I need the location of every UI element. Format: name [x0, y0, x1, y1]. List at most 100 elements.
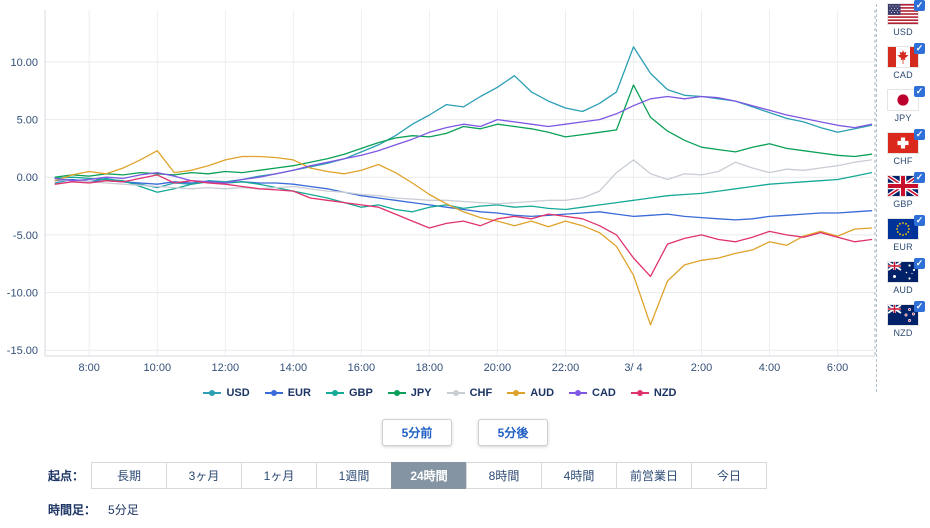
jpy-flag-icon — [888, 90, 918, 110]
currency-code-label: JPY — [894, 113, 912, 123]
chart-legend: USD EUR GBP JPY CHF AUD CAD NZD — [0, 387, 880, 399]
legend-item-jpy[interactable]: JPY — [387, 387, 432, 399]
currency-toggle-aud[interactable]: ✓ AUD — [888, 258, 925, 295]
legend-item-usd[interactable]: USD — [203, 387, 250, 399]
gbp-checkbox[interactable]: ✓ — [914, 172, 925, 183]
series-line-eur — [54, 178, 873, 221]
legend-item-chf[interactable]: CHF — [446, 387, 493, 399]
period-option-previous-business-day[interactable]: 前営業日 — [616, 462, 693, 489]
x-axis-label: 14:00 — [280, 362, 308, 374]
aud-flag-icon — [888, 262, 918, 282]
legend-marker-icon — [507, 389, 526, 397]
currency-toggle-jpy[interactable]: ✓ JPY — [888, 86, 925, 123]
legend-item-aud[interactable]: AUD — [507, 387, 554, 399]
legend-marker-icon — [387, 389, 406, 397]
cad-checkbox[interactable]: ✓ — [914, 43, 925, 54]
currency-code-label: AUD — [893, 285, 913, 295]
legend-item-gbp[interactable]: GBP — [325, 387, 373, 399]
timeframe-value: 5分足 — [108, 503, 139, 517]
legend-label: USD — [226, 387, 250, 399]
nzd-checkbox[interactable]: ✓ — [914, 301, 925, 312]
currency-toggle-gbp[interactable]: ✓ GBP — [888, 172, 925, 209]
legend-item-cad[interactable]: CAD — [569, 387, 616, 399]
sidebar-divider — [876, 4, 877, 392]
currency-toggle-usd[interactable]: ✓ USD — [888, 0, 925, 37]
series-line-gbp — [54, 171, 873, 213]
currency-strength-chart[interactable]: 10.00 5.00 0.00 -5.00 -10.00 -15.00 8:00 10:00 1… — [0, 0, 880, 378]
x-axis-label: 6:00 — [827, 362, 848, 374]
legend-marker-icon — [630, 389, 649, 397]
x-axis-label: 8:00 — [78, 362, 99, 374]
legend-label: JPY — [410, 387, 432, 399]
jpy-checkbox[interactable]: ✓ — [914, 86, 925, 97]
legend-label: EUR — [287, 387, 311, 399]
nzd-flag-icon — [888, 305, 918, 325]
currency-code-label: NZD — [893, 328, 913, 338]
period-option-8-hours[interactable]: 8時間 — [466, 462, 543, 489]
x-axis-label: 3/ 4 — [624, 362, 642, 374]
currency-sidebar: ✓ USD ✓ CAD ✓ — [878, 0, 928, 348]
currency-toggle-eur[interactable]: ✓ EUR — [888, 215, 925, 252]
step-back-button[interactable]: 5分前 — [382, 419, 452, 446]
step-forward-button[interactable]: 5分後 — [478, 419, 548, 446]
legend-item-eur[interactable]: EUR — [264, 387, 311, 399]
legend-label: GBP — [348, 387, 373, 399]
x-axis-label: 20:00 — [484, 362, 512, 374]
aud-checkbox[interactable]: ✓ — [914, 258, 925, 269]
series-line-cad — [54, 95, 873, 184]
timeframe-label: 時間足： — [48, 503, 97, 517]
period-option-24-hours[interactable]: 24時間 — [391, 462, 468, 489]
legend-marker-icon — [569, 389, 588, 397]
y-axis-label: -5.00 — [13, 230, 38, 242]
gbp-flag-icon — [888, 176, 918, 196]
timeframe-row: 時間足： 5分足 — [48, 501, 139, 518]
currency-toggle-cad[interactable]: ✓ CAD — [888, 43, 925, 80]
y-axis-label: -10.00 — [7, 288, 38, 300]
series-line-jpy — [54, 84, 873, 178]
period-option-1-week[interactable]: 1週間 — [316, 462, 393, 489]
y-axis-label: -15.00 — [7, 345, 38, 357]
legend-marker-icon — [446, 389, 465, 397]
eur-flag-icon — [888, 219, 918, 239]
currency-code-label: CHF — [893, 156, 913, 166]
series-line-nzd — [54, 174, 873, 278]
x-axis-label: 12:00 — [212, 362, 240, 374]
x-axis-label: 2:00 — [691, 362, 712, 374]
y-axis-label: 10.00 — [10, 57, 38, 69]
x-axis-label: 10:00 — [144, 362, 172, 374]
period-option-today[interactable]: 今日 — [691, 462, 768, 489]
legend-label: AUD — [530, 387, 555, 399]
currency-code-label: CAD — [893, 70, 913, 80]
period-option-long-term[interactable]: 長期 — [91, 462, 168, 489]
legend-marker-icon — [264, 389, 283, 397]
series-line-aud — [54, 150, 873, 326]
currency-code-label: GBP — [893, 199, 913, 209]
period-selector: 起点： 長期 3ヶ月 1ヶ月 1週間 24時間 8時間 4時間 前営業日 今日 — [48, 462, 768, 489]
legend-marker-icon — [325, 389, 344, 397]
y-axis-label: 0.00 — [17, 172, 38, 184]
currency-code-label: USD — [893, 27, 913, 37]
legend-marker-icon — [203, 389, 222, 397]
x-axis-label: 4:00 — [759, 362, 780, 374]
usd-checkbox[interactable]: ✓ — [914, 0, 925, 11]
cad-flag-icon — [888, 47, 918, 67]
step-controls: 5分前 5分後 — [0, 419, 930, 446]
period-option-4-hours[interactable]: 4時間 — [541, 462, 618, 489]
currency-toggle-chf[interactable]: ✓ CHF — [888, 129, 925, 166]
chf-checkbox[interactable]: ✓ — [914, 129, 925, 140]
x-axis-label: 18:00 — [416, 362, 444, 374]
usd-flag-icon — [888, 4, 918, 24]
series-line-chf — [54, 159, 873, 205]
legend-label: CHF — [469, 387, 493, 399]
eur-checkbox[interactable]: ✓ — [914, 215, 925, 226]
currency-toggle-nzd[interactable]: ✓ NZD — [888, 301, 925, 338]
legend-item-nzd[interactable]: NZD — [630, 387, 677, 399]
period-option-3-months[interactable]: 3ヶ月 — [166, 462, 243, 489]
period-selector-label: 起点： — [48, 469, 85, 483]
legend-label: CAD — [592, 387, 616, 399]
legend-label: NZD — [653, 387, 677, 399]
y-axis-label: 5.00 — [17, 115, 38, 127]
chf-flag-icon — [888, 133, 918, 153]
period-option-1-month[interactable]: 1ヶ月 — [241, 462, 318, 489]
